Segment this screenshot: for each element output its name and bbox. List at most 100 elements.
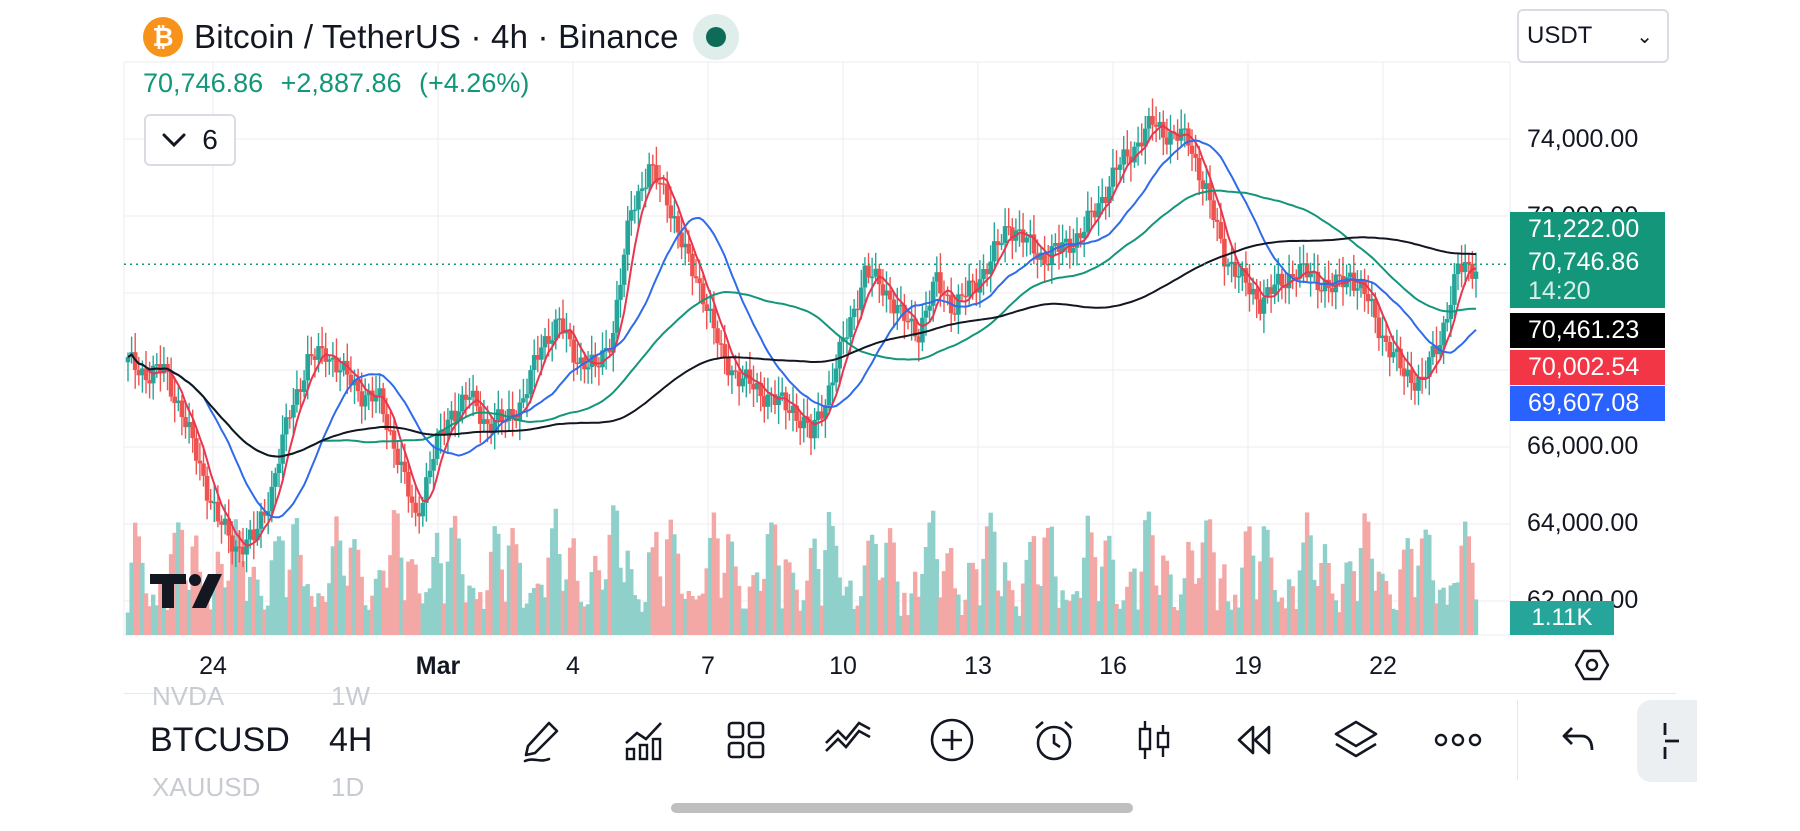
volume-bar (780, 608, 785, 635)
volume-bar (557, 554, 562, 635)
volume-bar (1473, 599, 1479, 635)
volume-bar (1387, 594, 1392, 635)
volume-bar (963, 599, 968, 635)
candle-body (1387, 342, 1392, 358)
candle-body (751, 383, 756, 390)
volume-bar (916, 596, 921, 635)
symbol-header[interactable]: ₿ Bitcoin / TetherUS · 4h · Binance (143, 14, 739, 60)
alarm-icon[interactable] (1027, 713, 1081, 767)
currency-select[interactable]: USDT ⌄ (1517, 9, 1669, 63)
chart-settings-icon[interactable] (1574, 647, 1610, 683)
layout-grid-icon[interactable] (719, 713, 773, 767)
candle-body (183, 417, 188, 428)
replay-icon[interactable] (1227, 713, 1281, 767)
volume-bar (424, 592, 429, 635)
candle-body (567, 329, 573, 340)
candle-body (179, 400, 185, 417)
candles-icon[interactable] (1127, 713, 1181, 767)
candle-body (1218, 221, 1224, 239)
indicators-toggle-button[interactable]: 6 (144, 114, 236, 166)
candle-body (909, 318, 914, 322)
time-axis-label: 13 (964, 652, 992, 680)
volume-bar (1139, 571, 1144, 635)
candle-body (952, 313, 958, 315)
sidebar-toggle-icon[interactable] (1637, 700, 1697, 782)
volume-bar (1258, 561, 1263, 635)
candle-body (930, 281, 936, 306)
volume-bar (1337, 612, 1342, 635)
candle-body (549, 340, 555, 344)
volume-bar (686, 591, 691, 635)
undo-icon[interactable] (1551, 713, 1605, 767)
volume-bar (1121, 600, 1126, 635)
volume-bar (1394, 610, 1400, 635)
volume-bar (747, 586, 753, 635)
candle-body (1261, 297, 1267, 314)
pen-draw-icon[interactable] (515, 713, 569, 767)
volume-bar (923, 547, 929, 635)
indicators-icon[interactable] (617, 713, 671, 767)
candle-body (143, 368, 149, 381)
volume-bar (1369, 558, 1374, 635)
candle-body (316, 346, 321, 360)
volume-bar (1463, 521, 1468, 635)
ma-red-line (127, 124, 1477, 547)
candle-body (542, 336, 548, 348)
layers-icon[interactable] (1329, 713, 1383, 767)
candle-body (787, 410, 792, 413)
volume-bar (215, 551, 221, 635)
ma-green-line (127, 189, 1477, 458)
symbol-title[interactable]: Bitcoin / TetherUS · 4h · Binance (194, 18, 679, 55)
volume-bar (470, 587, 476, 635)
market-status-icon[interactable] (692, 14, 739, 60)
volume-bar (672, 534, 677, 635)
ma-blue-price-tag: 69,607.08 (1510, 386, 1665, 421)
volume-bar (905, 615, 911, 635)
volume-bar (1430, 580, 1436, 635)
candle-body (481, 419, 487, 424)
volume-bar (1042, 537, 1047, 635)
candle-body (1459, 263, 1464, 273)
candle-body (1132, 146, 1137, 163)
candle-body (984, 269, 990, 275)
candle-body (927, 305, 932, 311)
price-axis-label: 64,000.00 (1527, 509, 1639, 537)
more-icon[interactable] (1431, 713, 1485, 767)
volume-bar (1452, 583, 1457, 635)
candle-body (1178, 128, 1184, 141)
candle-body (219, 521, 224, 525)
candle-body (1276, 273, 1281, 285)
candle-body (1383, 335, 1389, 342)
volume-bar (1459, 545, 1464, 635)
candle-body (1017, 229, 1022, 231)
candle-body (301, 380, 307, 392)
volume-bar (614, 510, 620, 635)
volume-bar (528, 592, 533, 635)
candle-body (884, 290, 889, 296)
volume-bar (873, 543, 878, 635)
candle-body (618, 284, 623, 300)
candle-body (557, 318, 562, 320)
candle-body (485, 419, 490, 424)
compare-icon[interactable] (821, 713, 875, 767)
volume-bars (125, 505, 1479, 635)
candle-body (611, 333, 616, 353)
candle-body (977, 279, 983, 293)
volume-bar (201, 590, 206, 635)
ma-red-price-tag: 70,002.54 (1510, 350, 1665, 385)
candle-body (1139, 142, 1144, 147)
volume-bar (345, 585, 350, 635)
volume-bar (740, 608, 745, 635)
candle-body (625, 220, 630, 255)
candle-body (337, 370, 343, 373)
volume-tag: 1.11K (1510, 601, 1614, 635)
volume-bar (593, 555, 598, 635)
volume-bar (869, 534, 875, 635)
interval-picker[interactable]: 4H (329, 721, 373, 759)
volume-bar (284, 597, 289, 635)
candle-body (1164, 137, 1170, 145)
symbol-picker[interactable]: BTCUSD (150, 721, 290, 759)
add-icon[interactable] (925, 713, 979, 767)
candle-body (765, 394, 771, 407)
